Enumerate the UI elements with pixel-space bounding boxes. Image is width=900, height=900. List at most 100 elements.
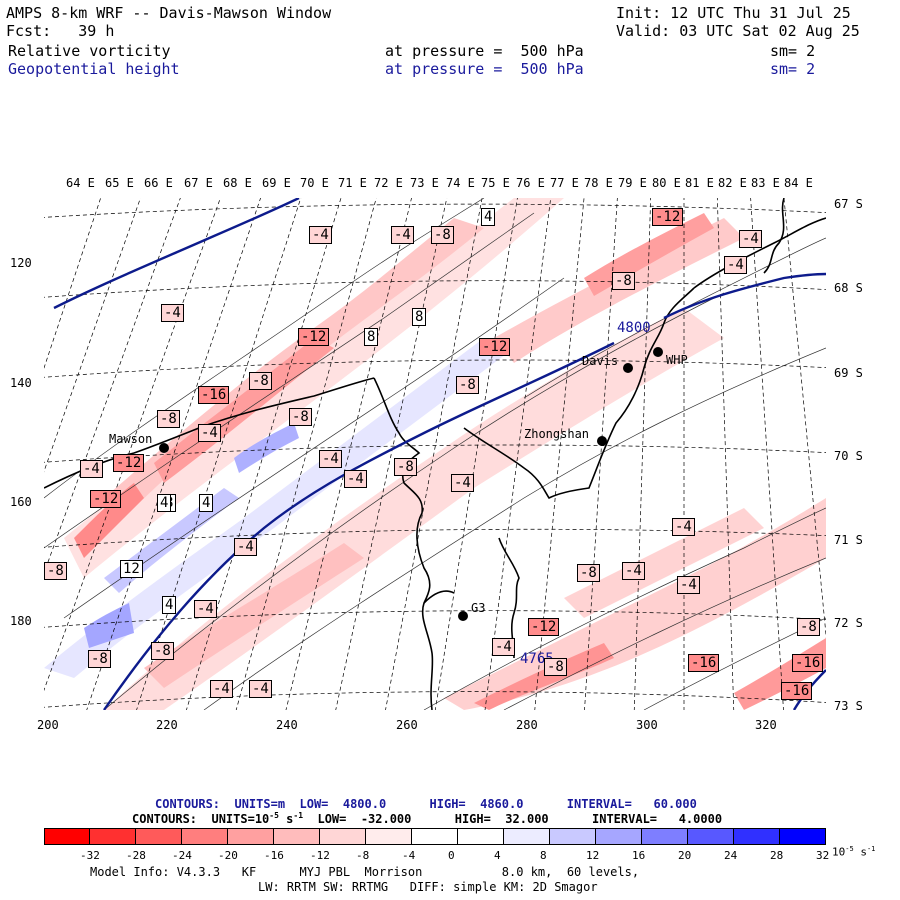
lon-label: 67 E	[184, 176, 213, 190]
station-dot-whp	[653, 347, 663, 357]
vorticity-contour-label: -8	[151, 642, 174, 660]
x-tick-label: 200	[37, 718, 59, 732]
lat-label: 67 S	[834, 197, 863, 211]
field1-smoothing: sm= 2	[770, 42, 816, 60]
vorticity-contour-label: -8	[577, 564, 600, 582]
colorbar-swatch	[642, 828, 688, 845]
height-contour-4800	[103, 341, 615, 710]
colorbar-tick-label: -8	[356, 849, 370, 862]
plot-title: AMPS 8-km WRF -- Davis-Mawson Window	[6, 4, 332, 22]
colorbar-swatch	[458, 828, 504, 845]
lat-label: 70 S	[834, 449, 863, 463]
lon-label: 64 E	[66, 176, 95, 190]
station-label-mawson: Mawson	[109, 432, 153, 446]
vorticity-contour-label: -8	[88, 650, 111, 668]
height-contour-info: CONTOURS: UNITS=m LOW= 4800.0 HIGH= 4860…	[155, 797, 697, 811]
colorbar-swatch	[228, 828, 274, 845]
colorbar-tick-label: 32	[816, 849, 830, 862]
colorbar-swatch	[136, 828, 182, 845]
vorticity-contour-label: -4	[198, 424, 221, 442]
colorbar-swatch	[780, 828, 826, 845]
neg-vort-band	[474, 643, 614, 710]
neg-vort-band	[444, 498, 826, 710]
lon-label: 84 E	[784, 176, 813, 190]
colorbar-tick-label: -24	[172, 849, 192, 862]
colorbar-tick-label: 28	[770, 849, 784, 862]
height-contour-upper	[53, 198, 300, 310]
graticule	[44, 198, 826, 710]
vorticity-contour-label: -12	[528, 618, 560, 636]
colorbar-tick-label: -28	[126, 849, 146, 862]
vorticity-contour-label: -16	[792, 654, 824, 672]
colorbar-swatch	[90, 828, 136, 845]
vorticity-contour-label: 4	[481, 208, 496, 226]
model-info-line1: Model Info: V4.3.3 KF MYJ PBL Morrison 8…	[90, 865, 640, 879]
neg-vort-band	[74, 483, 144, 558]
colorbar-swatch	[44, 828, 90, 845]
station-label-davis: Davis	[582, 354, 619, 368]
lat-label: 68 S	[834, 281, 863, 295]
vorticity-contour-label: -4	[309, 226, 332, 244]
vorticity-contour-label: -4	[161, 304, 184, 322]
lat-label: 73 S	[834, 699, 863, 713]
vorticity-contour-label: -8	[249, 372, 272, 390]
colorbar-swatch	[550, 828, 596, 845]
vorticity-contour-label: -8	[456, 376, 479, 394]
vorticity-contour-label: -12	[479, 338, 511, 356]
model-info-line2: LW: RRTM SW: RRTMG DIFF: simple KM: 2D S…	[258, 880, 598, 894]
field2-smoothing: sm= 2	[770, 60, 816, 78]
vorticity-contour-label: -8	[797, 618, 820, 636]
station-label-g3: G3	[471, 601, 486, 615]
station-dot-davis	[623, 363, 633, 373]
vorticity-contour-label: 8	[364, 328, 379, 346]
lon-label: 82 E	[718, 176, 747, 190]
vorticity-contour-label: 12	[120, 560, 143, 578]
vorticity-contour-label: -4	[344, 470, 367, 488]
lat-label: 71 S	[834, 533, 863, 547]
vorticity-contour-label: -4	[391, 226, 414, 244]
vorticity-contour-label: -12	[90, 490, 122, 508]
colorbar-swatch	[688, 828, 734, 845]
map-panel: Mawson Davis WHP Zhongshan G3 4800 4765 …	[44, 198, 826, 710]
lon-label: 77 E	[550, 176, 579, 190]
station-dot-mawson	[159, 443, 169, 453]
colorbar-tick-label: 12	[586, 849, 600, 862]
vorticity-contour-label: -4	[492, 638, 515, 656]
x-tick-label: 300	[636, 718, 658, 732]
colorbar-swatch	[320, 828, 366, 845]
colorbar-swatch	[734, 828, 780, 845]
lon-label: 73 E	[410, 176, 439, 190]
colorbar-tick-label: -16	[264, 849, 284, 862]
station-markers	[159, 347, 663, 621]
colorbar-unit: 10-5 s-1	[832, 845, 876, 859]
vorticity-contour-label: 4	[162, 596, 177, 614]
vorticity-contour-label: 8	[412, 308, 427, 326]
vorticity-contour-label: -4	[234, 538, 257, 556]
x-tick-label: 240	[276, 718, 298, 732]
vorticity-contour-label: -8	[612, 272, 635, 290]
vorticity-contour-label: -16	[781, 682, 813, 700]
lon-label: 71 E	[338, 176, 367, 190]
colorbar-tick-label: -32	[80, 849, 100, 862]
colorbar-tick-label: 4	[494, 849, 501, 862]
pos-vort-band	[234, 423, 299, 473]
vorticity-contour-label: -8	[44, 562, 67, 580]
x-tick-label: 220	[156, 718, 178, 732]
vorticity-contour-info: CONTOURS: UNITS=10-5 s-1 LOW= -32.000 HI…	[132, 811, 723, 826]
vorticity-contour-label: 4	[157, 494, 172, 512]
lon-label: 70 E	[300, 176, 329, 190]
field1-level: at pressure = 500 hPa	[385, 42, 584, 60]
y-tick-label: 140	[10, 376, 32, 390]
height-contours	[53, 198, 826, 710]
colorbar-tick-label: -4	[402, 849, 416, 862]
station-dot-zhongshan	[597, 436, 607, 446]
lat-label: 72 S	[834, 616, 863, 630]
vorticity-contour-label: -4	[724, 256, 747, 274]
init-time: Init: 12 UTC Thu 31 Jul 25	[616, 4, 851, 22]
colorbar-swatch	[274, 828, 320, 845]
vorticity-contour-label: -8	[394, 458, 417, 476]
valid-time: Valid: 03 UTC Sat 02 Aug 25	[616, 22, 860, 40]
vorticity-contour-label: -4	[677, 576, 700, 594]
colorbar-tick-label: 8	[540, 849, 547, 862]
vorticity-contour-label: -8	[431, 226, 454, 244]
